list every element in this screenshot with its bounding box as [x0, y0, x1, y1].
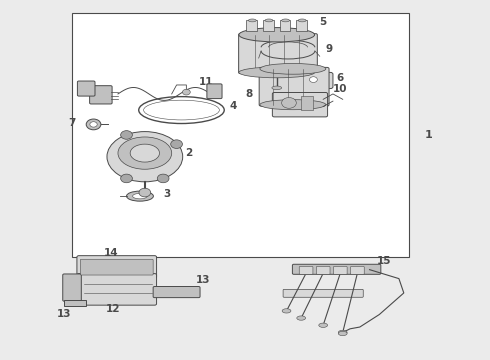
Text: 12: 12 — [106, 304, 121, 314]
Bar — [64, 300, 86, 306]
FancyBboxPatch shape — [153, 287, 200, 298]
Ellipse shape — [265, 19, 273, 22]
Text: 2: 2 — [185, 148, 193, 158]
FancyBboxPatch shape — [77, 256, 157, 278]
Text: 5: 5 — [319, 17, 327, 27]
Ellipse shape — [126, 191, 153, 201]
Circle shape — [182, 89, 190, 95]
Ellipse shape — [260, 63, 326, 74]
Circle shape — [121, 131, 132, 139]
Ellipse shape — [282, 19, 290, 22]
FancyBboxPatch shape — [296, 72, 333, 89]
Ellipse shape — [272, 86, 282, 90]
FancyBboxPatch shape — [283, 289, 363, 297]
FancyBboxPatch shape — [90, 86, 112, 104]
FancyBboxPatch shape — [293, 264, 381, 274]
Ellipse shape — [133, 193, 147, 199]
Ellipse shape — [338, 330, 347, 334]
FancyBboxPatch shape — [63, 274, 81, 301]
Bar — [246, 21, 257, 31]
FancyBboxPatch shape — [259, 67, 329, 106]
Ellipse shape — [298, 19, 306, 22]
Text: 4: 4 — [229, 102, 237, 112]
Bar — [72, 13, 409, 257]
Text: 13: 13 — [57, 310, 72, 319]
FancyBboxPatch shape — [317, 266, 330, 274]
Ellipse shape — [130, 144, 159, 162]
FancyBboxPatch shape — [299, 266, 313, 274]
Ellipse shape — [107, 132, 183, 182]
Text: 8: 8 — [245, 89, 252, 99]
FancyBboxPatch shape — [207, 84, 222, 99]
Ellipse shape — [239, 67, 315, 78]
Text: 13: 13 — [196, 275, 211, 285]
Text: 10: 10 — [333, 84, 347, 94]
Circle shape — [121, 174, 132, 183]
FancyBboxPatch shape — [333, 266, 347, 274]
Ellipse shape — [248, 19, 256, 22]
Text: 9: 9 — [326, 44, 333, 54]
Text: 6: 6 — [337, 73, 344, 83]
Text: 14: 14 — [103, 248, 118, 258]
FancyBboxPatch shape — [272, 93, 328, 117]
FancyBboxPatch shape — [80, 259, 153, 275]
Bar — [280, 21, 291, 31]
FancyBboxPatch shape — [350, 266, 364, 274]
Ellipse shape — [282, 309, 291, 313]
Bar — [301, 96, 314, 110]
Bar — [296, 21, 307, 31]
Ellipse shape — [90, 122, 97, 127]
Circle shape — [310, 77, 318, 82]
Bar — [263, 21, 274, 31]
Text: 1: 1 — [424, 130, 432, 140]
Circle shape — [139, 188, 151, 197]
Ellipse shape — [118, 137, 172, 169]
Ellipse shape — [297, 316, 306, 320]
Ellipse shape — [338, 331, 347, 336]
Ellipse shape — [293, 75, 305, 84]
FancyBboxPatch shape — [239, 34, 318, 73]
Ellipse shape — [239, 28, 315, 42]
FancyBboxPatch shape — [77, 274, 157, 305]
Ellipse shape — [282, 98, 296, 108]
Text: 3: 3 — [163, 189, 171, 199]
Ellipse shape — [260, 100, 326, 110]
Text: 15: 15 — [377, 256, 392, 266]
Text: 11: 11 — [198, 77, 213, 87]
Text: 7: 7 — [68, 118, 75, 128]
Ellipse shape — [86, 119, 101, 130]
Ellipse shape — [319, 323, 328, 327]
Circle shape — [157, 174, 169, 183]
Circle shape — [171, 140, 182, 148]
FancyBboxPatch shape — [77, 81, 95, 96]
